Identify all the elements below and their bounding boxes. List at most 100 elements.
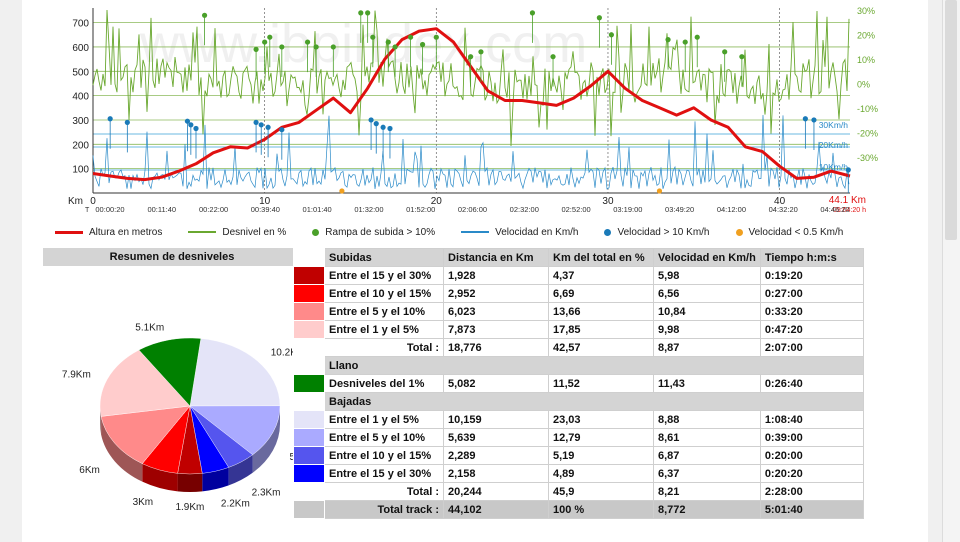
pie-slice-side bbox=[202, 467, 229, 492]
color-swatch bbox=[293, 410, 325, 429]
time-tick-label: 02:52:00 bbox=[561, 205, 590, 214]
time-axis-marker: T bbox=[85, 207, 90, 214]
speed-marker bbox=[258, 122, 264, 128]
grade-marker bbox=[304, 39, 311, 45]
distance-value: 44,102 bbox=[443, 500, 549, 519]
velocity-value: 6,56 bbox=[653, 284, 761, 303]
header-vel: Velocidad en Km/h bbox=[653, 248, 761, 267]
grade-marker bbox=[722, 49, 728, 55]
time-value: 2:07:00 bbox=[759, 338, 864, 357]
percent-value: 4,37 bbox=[548, 266, 654, 285]
time-tick-label: 03:49:20 bbox=[665, 205, 694, 214]
velocity-value: 9,98 bbox=[653, 320, 761, 339]
speed-marker bbox=[387, 125, 393, 132]
grade-series-line bbox=[92, 9, 850, 147]
range-label: Entre el 1 y el 5% bbox=[324, 320, 444, 339]
grade-marker bbox=[468, 54, 474, 60]
y-tick-label: 200 bbox=[72, 140, 89, 151]
pie-slice-side bbox=[101, 416, 143, 482]
pie-slice-label: 5.1Km bbox=[135, 322, 164, 333]
percent-value: 4,89 bbox=[548, 464, 654, 483]
speed-marker bbox=[802, 116, 808, 122]
y-right-tick-label: -10% bbox=[857, 104, 878, 114]
plot-area bbox=[93, 8, 850, 193]
scrollbar-thumb[interactable] bbox=[945, 0, 957, 240]
grade-marker bbox=[608, 32, 614, 38]
section-title: Bajadas bbox=[324, 392, 864, 411]
pie-slice-side bbox=[252, 406, 280, 473]
speed-tick-label: 20Km/h bbox=[819, 140, 849, 150]
time-value: 0:26:40 bbox=[759, 374, 864, 393]
header-dist: Distancia en Km bbox=[443, 248, 549, 267]
grade-marker bbox=[407, 34, 414, 40]
velocity-value: 8,21 bbox=[653, 482, 761, 501]
y-right-tick-label: 30% bbox=[857, 6, 875, 16]
x-axis-label: Km bbox=[68, 196, 83, 207]
y-right-tick-label: -20% bbox=[857, 129, 878, 139]
llano-section-header: Llano bbox=[293, 356, 864, 375]
time-tick-label: 00:11:40 bbox=[147, 205, 176, 214]
pie-slice-label: 6Km bbox=[79, 465, 100, 476]
speed-marker bbox=[811, 117, 817, 123]
total-label: Total : bbox=[324, 338, 444, 357]
empty-swatch bbox=[293, 338, 325, 357]
time-value: 0:39:00 bbox=[759, 428, 864, 447]
time-tick-label: 04:32:20 bbox=[769, 205, 798, 214]
grade-marker bbox=[478, 49, 484, 55]
table-body: Entre el 15 y el 30% 1,928 4,37 5,98 0:19:20… bbox=[293, 266, 864, 519]
y-right-tick-label: 0% bbox=[857, 80, 870, 90]
slope-summary-table: Subidas Distancia en Km Km del total en … bbox=[293, 248, 864, 519]
speed-marker bbox=[845, 167, 851, 173]
slow-marker bbox=[656, 188, 663, 194]
distance-value: 20,244 bbox=[443, 482, 549, 501]
pie-slice-label: 1.9Km bbox=[175, 502, 204, 513]
pie-slice-label: 10.2Km bbox=[271, 348, 301, 359]
color-swatch bbox=[293, 446, 325, 465]
time-value: 0:19:20 bbox=[759, 266, 864, 285]
grade-marker bbox=[253, 46, 259, 52]
grade-marker bbox=[201, 12, 208, 18]
color-swatch bbox=[293, 284, 325, 303]
percent-value: 23,03 bbox=[548, 410, 654, 429]
speed-marker bbox=[107, 116, 113, 122]
y-tick-label: 500 bbox=[72, 67, 89, 78]
empty-swatch bbox=[293, 500, 325, 519]
legend-grade: Desnivel en % bbox=[188, 227, 286, 238]
grade-marker bbox=[433, 34, 439, 40]
bajadas-total-row: Total :20,244 45,9 8,21 2:28:00 bbox=[293, 482, 864, 501]
table-header: Subidas Distancia en Km Km del total en … bbox=[293, 248, 864, 267]
table-row: Entre el 15 y el 30% 2,158 4,89 6,37 0:20:20 bbox=[293, 464, 864, 483]
x-tick-label: 30 bbox=[602, 196, 614, 207]
time-value: 0:20:00 bbox=[759, 446, 864, 465]
velocity-value: 8,61 bbox=[653, 428, 761, 447]
grade-marker bbox=[262, 39, 268, 45]
percent-value: 42,57 bbox=[548, 338, 654, 357]
section-title: Llano bbox=[324, 356, 864, 375]
velocity-value: 6,87 bbox=[653, 446, 761, 465]
color-swatch bbox=[293, 266, 325, 285]
pie-slice-label: 7.9Km bbox=[62, 370, 91, 381]
velocity-value: 8,772 bbox=[653, 500, 761, 519]
time-tick-label: 00:39:40 bbox=[251, 205, 280, 214]
empty-swatch bbox=[293, 482, 325, 501]
velocity-value: 11,43 bbox=[653, 374, 761, 393]
distance-value: 2,289 bbox=[443, 446, 549, 465]
grade-marker bbox=[694, 34, 700, 40]
y-tick-label: 700 bbox=[72, 19, 89, 30]
y-right-tick-label: -30% bbox=[857, 153, 878, 163]
end-distance-label: 44.1 Km bbox=[829, 195, 866, 206]
velocity-value: 8,87 bbox=[653, 338, 761, 357]
range-label: Entre el 15 y el 30% bbox=[324, 464, 444, 483]
time-value: 0:20:20 bbox=[759, 464, 864, 483]
speed-marker bbox=[368, 117, 374, 123]
time-tick-label: 02:32:00 bbox=[510, 205, 539, 214]
speed-marker bbox=[380, 124, 386, 130]
color-swatch bbox=[293, 320, 325, 339]
header-swatch bbox=[293, 248, 325, 267]
pie-slice bbox=[99, 349, 191, 417]
slow-marker bbox=[339, 188, 345, 194]
legend-grade-markers: Rampa de subida > 10% bbox=[312, 227, 435, 238]
distance-value: 2,158 bbox=[443, 464, 549, 483]
table-row: Entre el 10 y el 15% 2,952 6,69 6,56 0:27:00 bbox=[293, 284, 864, 303]
empty-swatch bbox=[293, 392, 325, 411]
